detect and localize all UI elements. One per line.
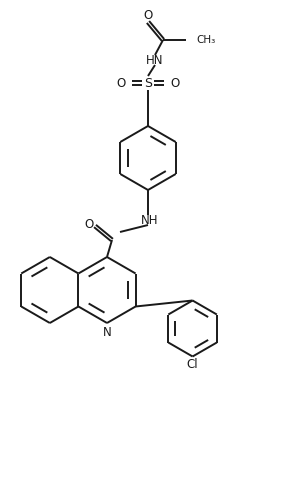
Text: O: O bbox=[170, 76, 180, 89]
Text: HN: HN bbox=[146, 54, 164, 66]
Text: NH: NH bbox=[141, 214, 159, 227]
Text: N: N bbox=[102, 326, 111, 338]
Text: O: O bbox=[117, 76, 126, 89]
Text: O: O bbox=[84, 217, 94, 230]
Text: S: S bbox=[144, 76, 152, 89]
Text: O: O bbox=[143, 9, 153, 22]
Text: CH₃: CH₃ bbox=[196, 35, 215, 45]
Text: Cl: Cl bbox=[187, 358, 198, 371]
